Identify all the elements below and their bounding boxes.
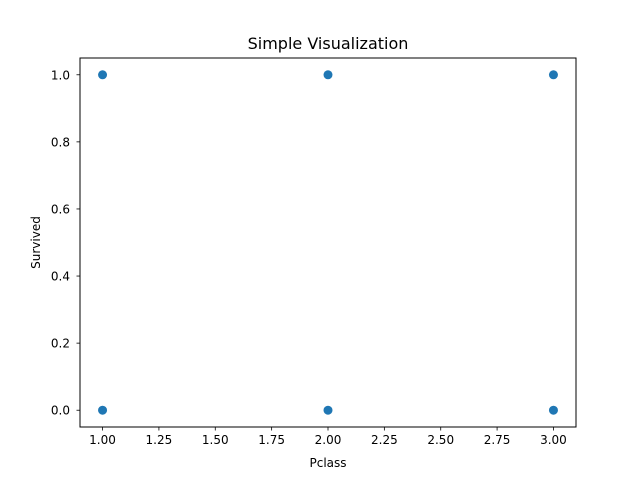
x-axis-ticks: 1.00 1.25 1.50 1.75 2.00 2.25 2.50 2.75 3.00 [89, 427, 567, 447]
y-tick-label: 0.8 [51, 135, 70, 149]
data-point [323, 405, 333, 415]
x-tick-label: 2.75 [484, 433, 511, 447]
x-tick-label: 2.00 [315, 433, 342, 447]
y-tick-label: 0.6 [51, 202, 70, 216]
data-point [323, 70, 333, 80]
y-tick-label: 1.0 [51, 68, 70, 82]
x-tick-label: 2.50 [427, 433, 454, 447]
y-axis-label: Survived [29, 216, 43, 269]
x-axis-label: Pclass [309, 456, 346, 470]
y-tick-label: 0.4 [51, 270, 70, 284]
x-tick-label: 1.00 [89, 433, 116, 447]
y-tick-label: 0.2 [51, 337, 70, 351]
y-tick-label: 0.0 [51, 404, 70, 418]
x-tick-label: 1.75 [258, 433, 285, 447]
data-points [98, 70, 558, 415]
x-tick-label: 2.25 [371, 433, 398, 447]
x-tick-label: 1.25 [146, 433, 173, 447]
x-tick-label: 3.00 [540, 433, 567, 447]
x-tick-label: 1.50 [202, 433, 229, 447]
chart-title: Simple Visualization [248, 34, 409, 53]
y-axis-ticks: 0.0 0.2 0.4 0.6 0.8 1.0 [51, 68, 80, 418]
data-point [548, 70, 558, 80]
data-point [98, 70, 108, 80]
data-point [548, 405, 558, 415]
data-point [98, 405, 108, 415]
